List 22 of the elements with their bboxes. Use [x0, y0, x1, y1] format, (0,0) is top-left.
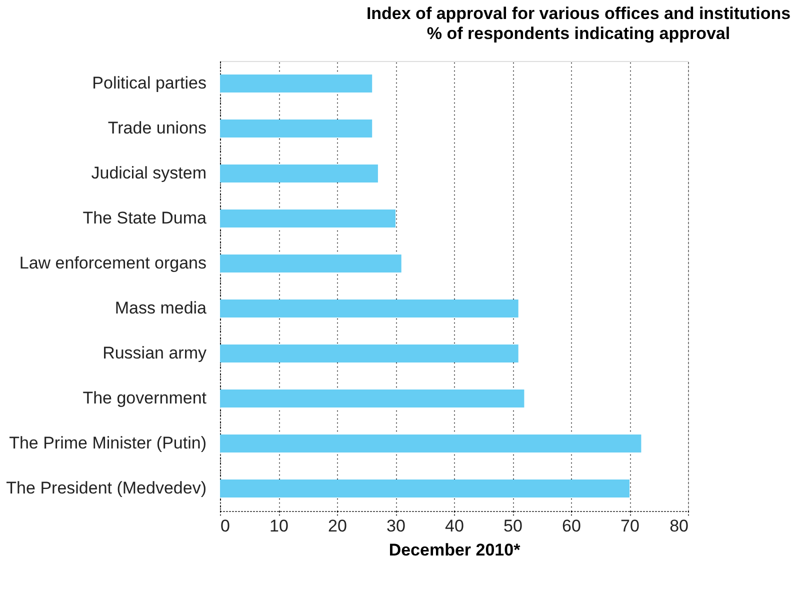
y-tick-label: Russian army — [102, 344, 207, 362]
y-tick-label: Law enforcement organs — [19, 254, 206, 272]
y-tick-label: Political parties — [92, 74, 206, 92]
chart-subtitle: % of respondents indicating approval — [426, 24, 730, 43]
x-tick-label: 50 — [504, 516, 522, 536]
y-tick-label: Judicial system — [91, 164, 206, 182]
y-tick-label: The Prime Minister (Putin) — [9, 434, 206, 452]
chart-title: Index of approval for various offices and institutions — [366, 4, 791, 23]
x-tick-label: 60 — [562, 516, 581, 536]
x-tick-label: 40 — [445, 516, 464, 536]
x-tick-label: 10 — [270, 516, 288, 536]
y-tick-label: Mass media — [114, 298, 208, 318]
x-tick-label: 30 — [386, 516, 406, 536]
x-tick-label: 80 — [670, 516, 688, 536]
x-axis-title: December 2010* — [388, 540, 521, 560]
y-tick-label: The President (Medvedev) — [6, 478, 206, 498]
x-tick-label: 20 — [328, 516, 347, 536]
y-tick-label: The State Duma — [82, 208, 208, 228]
y-tick-label: Trade unions — [108, 118, 206, 138]
y-tick-label: The government — [82, 388, 207, 408]
x-tick-label: 70 — [620, 516, 640, 536]
x-tick-label: 0 — [220, 516, 230, 536]
